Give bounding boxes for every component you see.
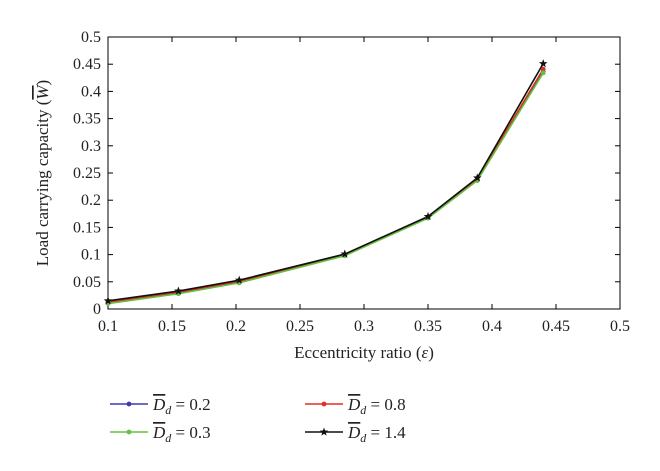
y-tick-label: 0.15 xyxy=(73,219,101,236)
y-tick-label: 0.3 xyxy=(81,138,101,155)
y-tick-label: 0.5 xyxy=(81,29,101,46)
data-point xyxy=(319,427,329,436)
series-line xyxy=(107,71,544,304)
legend-label: Dd = 0.8 xyxy=(347,395,406,417)
x-tick-label: 0.1 xyxy=(98,318,118,335)
x-tick-label: 0.4 xyxy=(482,318,502,335)
data-point xyxy=(540,66,546,72)
series-line xyxy=(107,68,544,303)
legend-label: Dd = 0.3 xyxy=(152,423,211,445)
x-ticks: 0.1 0.15 0.2 0.25 0.3 0.35 0.4 0.45 0.5 xyxy=(98,37,630,335)
data-point xyxy=(174,286,183,295)
x-tick-label: 0.2 xyxy=(226,318,246,335)
data-point xyxy=(321,401,327,407)
data-point xyxy=(473,173,482,182)
y-tick-label: 0.25 xyxy=(73,165,101,182)
y-tick-label: 0.1 xyxy=(81,247,101,264)
y-axis-label: Load carrying capacity (W) xyxy=(33,80,52,266)
x-tick-label: 0.35 xyxy=(414,318,442,335)
x-tick-label: 0.45 xyxy=(542,318,570,335)
x-tick-label: 0.15 xyxy=(158,318,186,335)
legend-item: Dd = 0.8 xyxy=(305,395,406,417)
data-point xyxy=(340,249,350,258)
data-point xyxy=(538,59,548,68)
series-lines xyxy=(107,63,544,305)
y-tick-label: 0.05 xyxy=(73,274,101,291)
x-axis-label: Eccentricity ratio (ε) xyxy=(294,343,434,362)
y-tick-label: 0.2 xyxy=(81,192,101,209)
y-tick-label: 0.35 xyxy=(73,111,101,128)
legend-label: Dd = 0.2 xyxy=(152,395,211,417)
y-tick-label: 0.45 xyxy=(73,56,101,73)
legend-label: Dd = 1.4 xyxy=(347,423,406,445)
x-tick-label: 0.3 xyxy=(354,318,374,335)
legend-item: Dd = 1.4 xyxy=(305,423,406,445)
data-point xyxy=(126,429,132,435)
legend: Dd = 0.2 Dd = 0.8 Dd = 0.3 Dd = 1.4 xyxy=(110,395,406,445)
data-point xyxy=(423,212,433,221)
y-tick-label: 0 xyxy=(93,301,101,318)
legend-item: Dd = 0.3 xyxy=(110,423,211,445)
data-point xyxy=(103,296,113,305)
data-point xyxy=(126,401,132,407)
plot-frame xyxy=(107,36,621,310)
data-point xyxy=(540,70,546,76)
legend-item: Dd = 0.2 xyxy=(110,395,211,417)
x-tick-label: 0.5 xyxy=(610,318,630,335)
x-tick-label: 0.25 xyxy=(286,318,314,335)
series-markers xyxy=(103,59,548,306)
series-line xyxy=(107,72,544,305)
y-ticks: 0 0.05 0.1 0.15 0.2 0.25 0.3 0.35 0.4 0.45 0.5 xyxy=(73,29,620,318)
y-tick-label: 0.4 xyxy=(81,83,101,100)
data-point xyxy=(234,275,244,284)
